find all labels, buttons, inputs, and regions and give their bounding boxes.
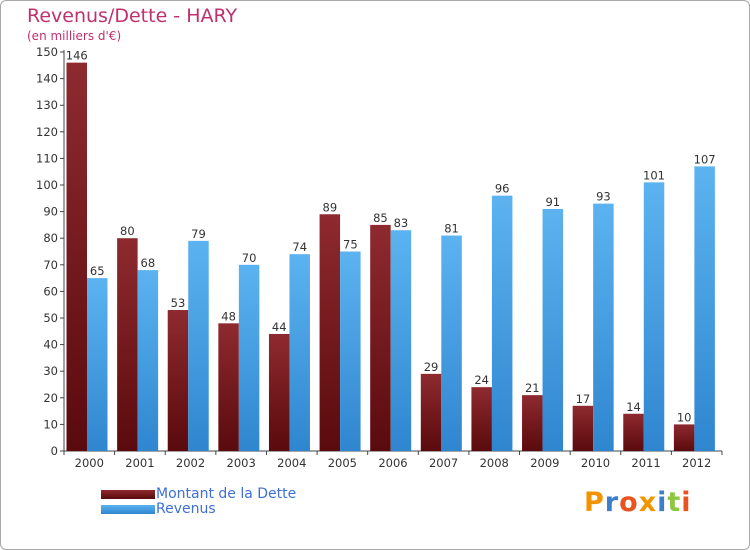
x-tick-label: 2003	[227, 456, 256, 470]
data-label: 14	[626, 400, 641, 414]
bar-revenus	[694, 166, 715, 451]
y-tick-label: 140	[36, 72, 58, 86]
y-tick-label: 30	[43, 364, 58, 378]
bar-revenus	[643, 182, 665, 451]
y-tick-label: 130	[36, 98, 58, 112]
bars	[66, 62, 715, 451]
data-label: 68	[141, 256, 156, 270]
legend-label-debt: Montant de la Dette	[156, 486, 297, 502]
x-tick-label: 2012	[682, 456, 711, 470]
x-tick-label: 2001	[125, 456, 154, 470]
legend-swatch-debt	[101, 490, 155, 499]
x-tick-label: 2007	[429, 456, 458, 470]
data-label: 146	[66, 49, 88, 63]
y-tick-label: 90	[43, 205, 58, 219]
x-tick-label: 2005	[328, 456, 357, 470]
data-label: 65	[90, 264, 105, 278]
data-label: 91	[545, 195, 560, 209]
data-label: 21	[525, 381, 540, 395]
legend-swatch-revenus	[101, 505, 155, 514]
data-label: 96	[495, 182, 510, 196]
bar-dette	[66, 62, 87, 451]
y-tick-label: 70	[43, 258, 58, 272]
data-label: 85	[373, 211, 388, 225]
data-label: 83	[394, 216, 409, 230]
data-label: 80	[120, 224, 135, 238]
bar-dette	[370, 224, 391, 451]
bar-dette	[167, 310, 189, 451]
bar-revenus	[289, 254, 310, 451]
bar-dette	[572, 405, 594, 451]
data-label: 53	[171, 296, 186, 310]
chart-subtitle: (en milliers d'€)	[27, 29, 122, 43]
bar-dette	[117, 238, 138, 451]
data-label: 101	[643, 168, 665, 182]
x-axis: 2000 2001 2002 2003 2004 2005 2006 2007 2008 2009…	[63, 450, 723, 470]
y-tick-label: 60	[43, 284, 58, 298]
y-axis: 0 10 20 30 40 50 60 70 80 90 100 110 120 130 140 150	[36, 45, 65, 458]
bar-revenus	[238, 264, 260, 451]
data-label: 107	[694, 152, 716, 166]
data-label: 74	[292, 240, 307, 254]
y-tick-label: 50	[43, 311, 58, 325]
chart-title: Revenus/Dette - HARY	[27, 5, 238, 27]
y-tick-label: 100	[36, 178, 58, 192]
x-tick-label: 2009	[530, 456, 559, 470]
bar-dette	[522, 395, 543, 451]
y-tick-label: 20	[43, 391, 58, 405]
data-label: 81	[444, 222, 459, 236]
x-tick-label: 2008	[480, 456, 509, 470]
bar-revenus	[188, 240, 209, 451]
y-tick-label: 80	[43, 231, 58, 245]
y-tick-label: 40	[43, 338, 58, 352]
y-tick-label: 150	[36, 45, 58, 59]
x-tick-label: 2004	[277, 456, 306, 470]
bar-revenus	[491, 195, 513, 451]
legend-label-revenus: Revenus	[156, 501, 216, 517]
x-tick-label: 2002	[176, 456, 205, 470]
bar-revenus	[390, 230, 412, 451]
y-tick-label: 120	[36, 125, 58, 139]
data-label: 44	[272, 320, 287, 334]
data-label: 48	[221, 309, 236, 323]
bar-revenus	[340, 251, 361, 451]
x-tick-label: 2000	[75, 456, 104, 470]
y-tick-label: 0	[51, 444, 58, 458]
bar-revenus	[593, 203, 614, 451]
bar-dette	[218, 323, 239, 451]
data-label: 70	[242, 251, 257, 265]
bar-dette	[623, 413, 644, 451]
y-tick-label: 110	[36, 151, 58, 165]
data-label: 10	[677, 410, 692, 424]
bar-revenus	[87, 278, 108, 451]
bar-dette	[673, 424, 695, 451]
data-label: 17	[576, 392, 591, 406]
y-tick-label: 10	[43, 417, 58, 431]
x-tick-label: 2010	[581, 456, 610, 470]
data-label: 79	[191, 227, 206, 241]
data-label: 24	[474, 373, 489, 387]
bar-dette	[471, 387, 492, 451]
proxiti-logo: Proxiti	[584, 487, 692, 518]
bar-dette	[319, 214, 341, 451]
bar-dette	[420, 373, 442, 451]
bar-revenus	[441, 235, 462, 451]
bar-revenus	[137, 270, 159, 451]
data-label: 75	[343, 238, 358, 252]
data-label: 89	[323, 200, 338, 214]
x-tick-label: 2011	[631, 456, 660, 470]
data-label: 93	[596, 190, 611, 204]
data-labels: 146 80 53 48 44 89 85 29 24 21 17 14 10 65 68 79 70 74 75 8…	[66, 49, 716, 425]
x-tick-label: 2006	[378, 456, 407, 470]
bar-revenus	[542, 208, 564, 451]
bar-dette	[268, 333, 290, 451]
data-label: 29	[424, 360, 439, 374]
